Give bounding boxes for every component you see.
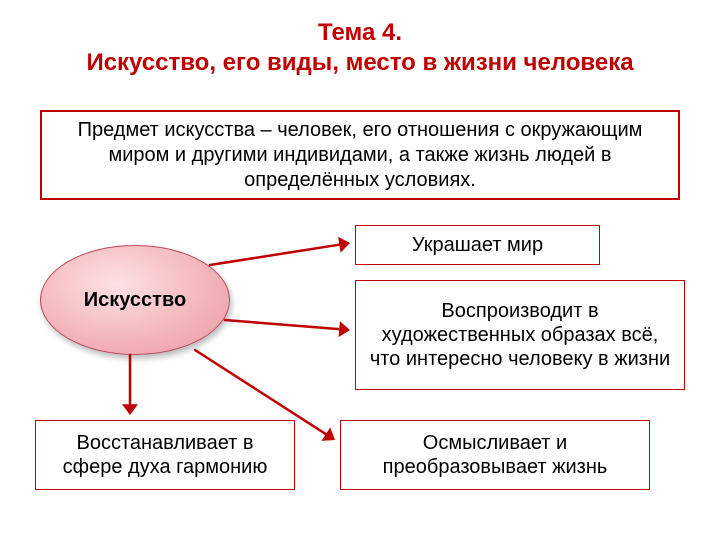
definition-text: Предмет искусства – человек, его отношен…: [52, 118, 668, 193]
title-line-1: Тема 4.: [318, 19, 402, 46]
box-restores-harmony: Восстанавливает в сфере духа гармонию: [35, 420, 295, 490]
box-comprehends-life: Осмысливает и преобразовывает жизнь: [340, 420, 650, 490]
box-reproduces-images: Воспроизводит в художественных образах в…: [355, 280, 685, 390]
definition-box: Предмет искусства – человек, его отношен…: [40, 110, 680, 200]
box-text: Осмысливает и преобразовывает жизнь: [349, 431, 641, 479]
center-node-label: Искусство: [84, 289, 186, 312]
slide-stage: { "canvas": { "width": 720, "height": 54…: [0, 0, 720, 540]
box-decorates-world: Украшает мир: [355, 225, 600, 265]
box-text: Украшает мир: [412, 233, 543, 257]
center-node-art: Искусство: [40, 245, 230, 355]
title-line-2: Искусство, его виды, место в жизни челов…: [86, 49, 633, 76]
box-text: Воспроизводит в художественных образах в…: [364, 299, 676, 371]
slide-title: Тема 4. Искусство, его виды, место в жиз…: [60, 18, 660, 78]
box-text: Восстанавливает в сфере духа гармонию: [44, 431, 286, 479]
